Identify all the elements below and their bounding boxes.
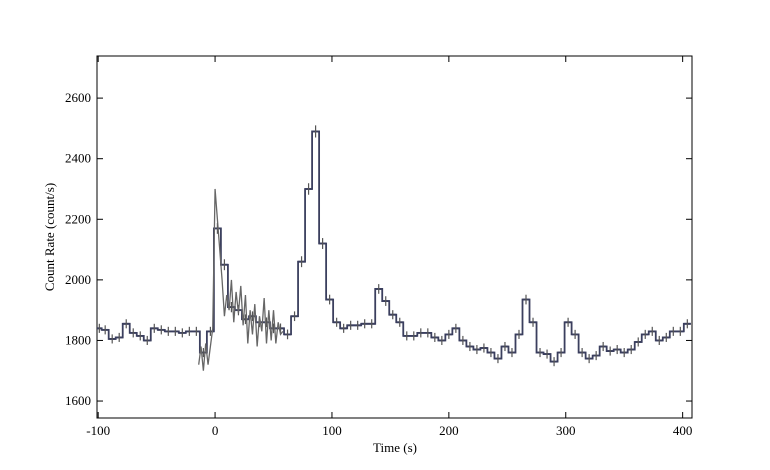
x-tick-label: 0 — [212, 423, 219, 438]
x-axis-label: Time (s) — [373, 440, 417, 455]
y-axis-label: Count Rate (count/s) — [42, 183, 57, 291]
y-tick-label: 2400 — [65, 151, 91, 166]
y-tick-label: 2000 — [65, 272, 91, 287]
x-tick-label: -100 — [86, 423, 110, 438]
x-tick-label: 400 — [673, 423, 693, 438]
fine-light-curve — [198, 188, 284, 371]
step-connector — [97, 130, 691, 363]
x-tick-label: 100 — [322, 423, 342, 438]
y-tick-label: 1600 — [65, 393, 91, 408]
plot-frame — [96, 55, 693, 419]
x-tick-label: 200 — [439, 423, 459, 438]
x-tick-label: 300 — [556, 423, 576, 438]
y-tick-label: 1800 — [65, 332, 91, 347]
y-tick-label: 2200 — [65, 211, 91, 226]
y-tick-label: 2600 — [65, 90, 91, 105]
